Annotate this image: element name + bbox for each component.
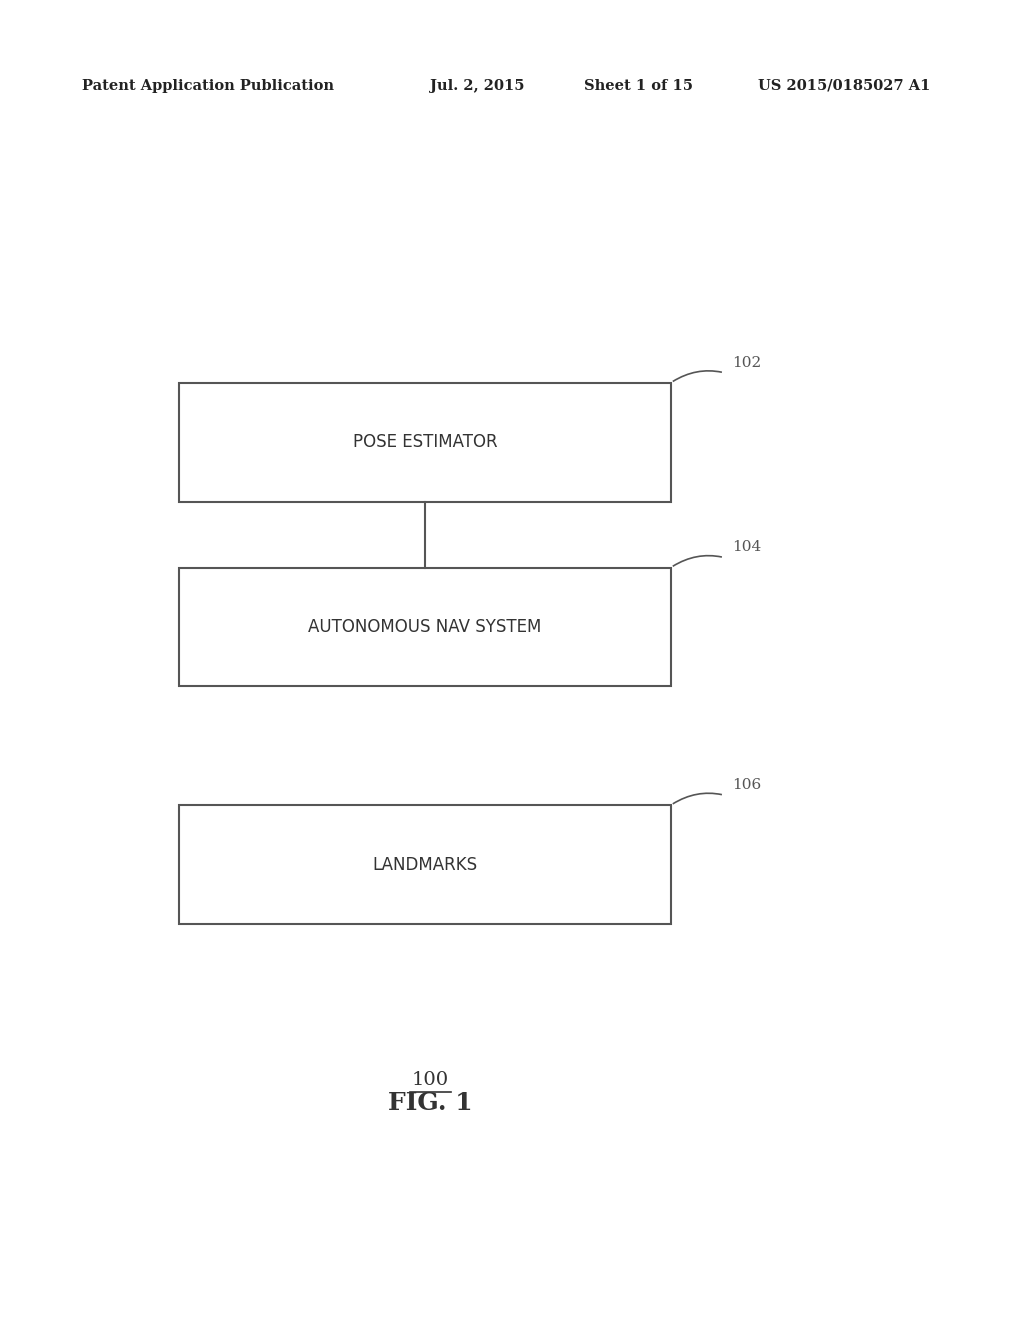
- FancyBboxPatch shape: [179, 805, 671, 924]
- Text: 104: 104: [732, 540, 762, 554]
- Text: US 2015/0185027 A1: US 2015/0185027 A1: [758, 79, 930, 92]
- Text: Jul. 2, 2015: Jul. 2, 2015: [430, 79, 524, 92]
- FancyBboxPatch shape: [179, 383, 671, 502]
- Text: 100: 100: [412, 1071, 449, 1089]
- Text: FIG. 1: FIG. 1: [388, 1092, 472, 1115]
- Text: LANDMARKS: LANDMARKS: [373, 855, 477, 874]
- FancyBboxPatch shape: [179, 568, 671, 686]
- Text: 102: 102: [732, 355, 762, 370]
- Text: POSE ESTIMATOR: POSE ESTIMATOR: [352, 433, 498, 451]
- Text: 106: 106: [732, 777, 762, 792]
- Text: Sheet 1 of 15: Sheet 1 of 15: [584, 79, 692, 92]
- Text: Patent Application Publication: Patent Application Publication: [82, 79, 334, 92]
- Text: AUTONOMOUS NAV SYSTEM: AUTONOMOUS NAV SYSTEM: [308, 618, 542, 636]
